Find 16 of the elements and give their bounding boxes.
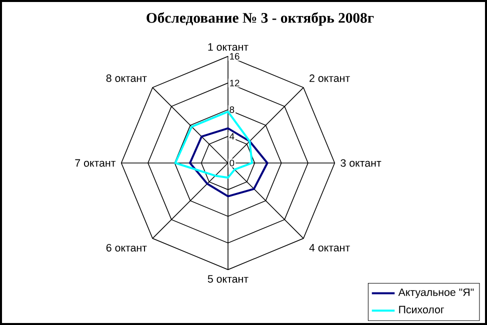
spoke-label: 8 октант — [106, 74, 147, 82]
legend-label: Психолог — [399, 306, 444, 314]
y-tick-label: 12 — [230, 80, 240, 86]
spoke-label: 7 октант — [75, 159, 116, 167]
spoke-label: 3 октант — [340, 159, 382, 167]
spoke-label: 6 октант — [106, 244, 147, 252]
spoke-label: 5 октант — [208, 275, 248, 283]
spoke-label: 1 октант — [208, 43, 248, 51]
spoke-label: 4 октант — [309, 244, 350, 252]
spoke-label: 2 октант — [310, 74, 350, 82]
y-tick-label: 4 — [230, 133, 234, 140]
chart-title: Обследование № 3 - октябрь 2008г — [146, 12, 374, 26]
y-tick-label: 16 — [230, 53, 240, 60]
y-tick-label: 8 — [230, 106, 234, 113]
legend-label: Актуальное "Я" — [398, 288, 474, 298]
y-tick-label: 0 — [230, 160, 234, 166]
